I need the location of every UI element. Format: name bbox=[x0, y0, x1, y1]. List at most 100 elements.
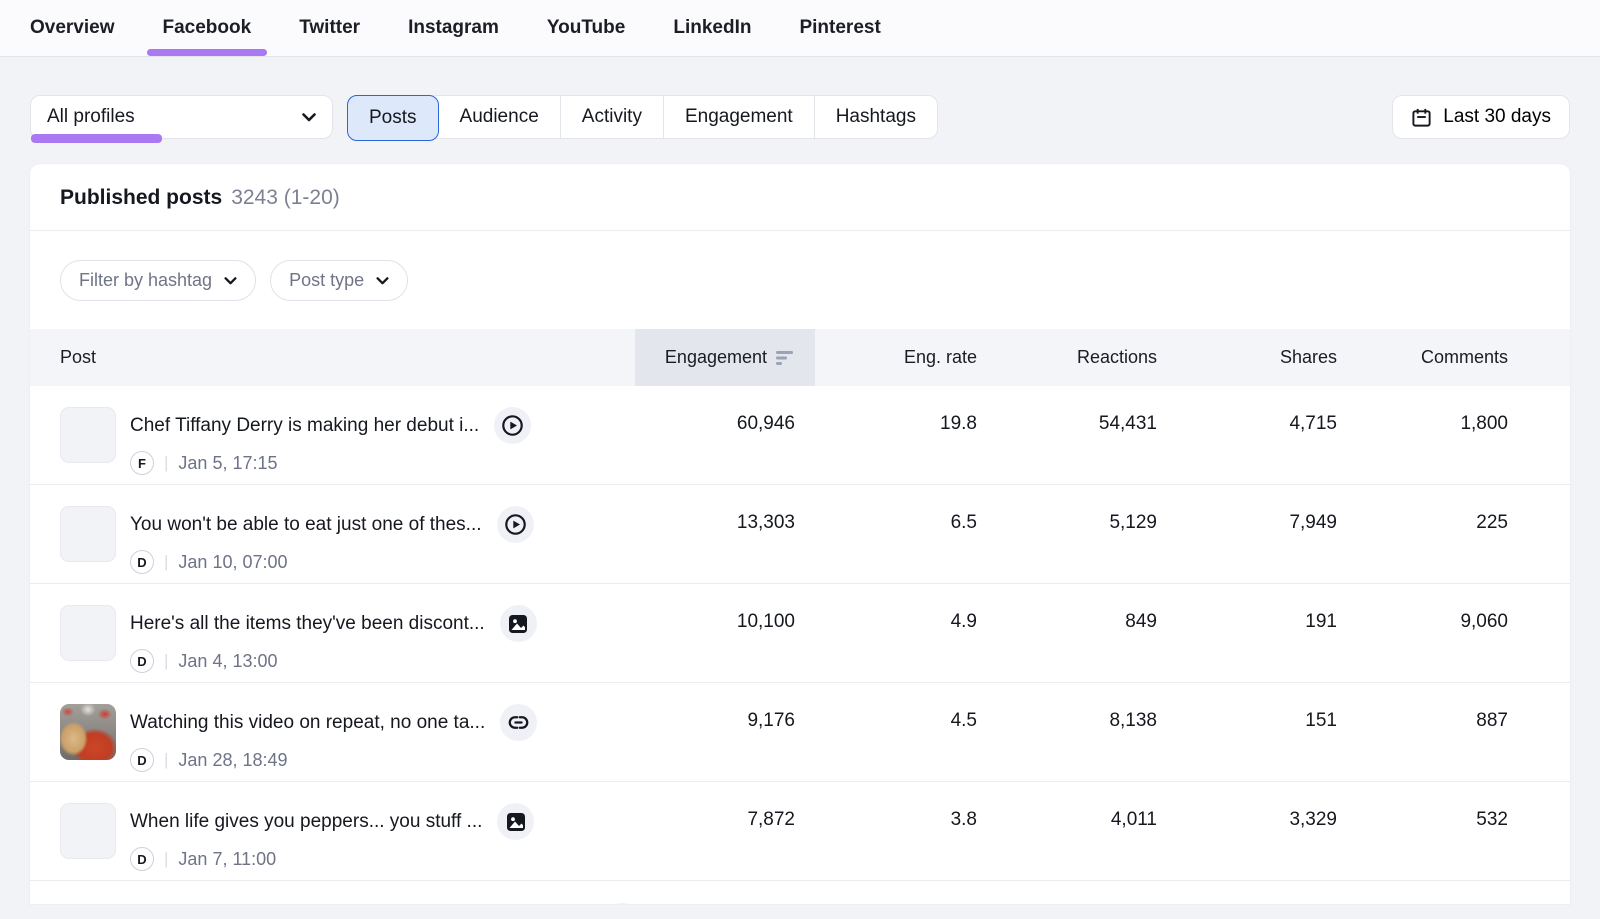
date-range-button[interactable]: Last 30 days bbox=[1392, 95, 1570, 139]
nav-tab-twitter[interactable]: Twitter bbox=[299, 0, 360, 56]
chevron-down-icon bbox=[376, 277, 389, 285]
post-thumbnail[interactable] bbox=[60, 407, 116, 463]
comments-value: 1,800 bbox=[1357, 386, 1570, 484]
sort-descending-icon bbox=[776, 351, 795, 365]
eng-rate-value: 3.8 bbox=[815, 782, 997, 880]
post-date: Jan 10, 07:00 bbox=[178, 552, 287, 573]
panel-title: Published posts bbox=[60, 186, 222, 210]
column-header-engagement[interactable]: Engagement bbox=[635, 329, 815, 386]
eng-rate-value: 19.8 bbox=[815, 386, 997, 484]
reactions-value: 54,431 bbox=[997, 386, 1177, 484]
profile-badge: D bbox=[130, 847, 154, 871]
filter-hashtag-label: Filter by hashtag bbox=[79, 270, 212, 291]
media-badge-partial bbox=[604, 903, 641, 904]
video-play-icon bbox=[494, 407, 531, 444]
engagement-value: 13,303 bbox=[635, 485, 815, 583]
shares-value: 7,949 bbox=[1177, 485, 1357, 583]
post-title-link[interactable]: Watching this video on repeat, no one ta… bbox=[130, 712, 485, 734]
link-post-icon bbox=[500, 704, 537, 741]
tab-audience[interactable]: Audience bbox=[439, 96, 561, 138]
image-post-icon bbox=[497, 803, 534, 840]
profile-badge: D bbox=[130, 550, 154, 574]
engagement-header-label: Engagement bbox=[665, 347, 767, 368]
table-header: Post Engagement Eng. rate Reactions Shar… bbox=[30, 329, 1570, 386]
image-post-icon bbox=[500, 605, 537, 642]
profile-badge: F bbox=[130, 451, 154, 475]
nav-tab-facebook[interactable]: Facebook bbox=[163, 0, 252, 56]
column-header-shares[interactable]: Shares bbox=[1177, 329, 1357, 386]
eng-rate-value: 6.5 bbox=[815, 485, 997, 583]
table-row[interactable]: When life gives you peppers... you stuff… bbox=[30, 782, 1570, 881]
table-row[interactable]: Watching this video on repeat, no one ta… bbox=[30, 683, 1570, 782]
post-thumbnail[interactable] bbox=[60, 506, 116, 562]
nav-tab-instagram[interactable]: Instagram bbox=[408, 0, 499, 56]
channel-nav: Overview Facebook Twitter Instagram YouT… bbox=[0, 0, 1600, 57]
panel-count: 3243 (1-20) bbox=[231, 186, 340, 210]
toolbar: All profiles Posts Audience Activity Eng… bbox=[30, 95, 1570, 139]
post-cell: Chef Tiffany Derry is making her debut i… bbox=[30, 386, 635, 484]
reactions-value: 5,129 bbox=[997, 485, 1177, 583]
reactions-value: 8,138 bbox=[997, 683, 1177, 781]
post-date: Jan 4, 13:00 bbox=[178, 651, 277, 672]
filter-by-hashtag-dropdown[interactable]: Filter by hashtag bbox=[60, 260, 256, 301]
comments-value: 9,060 bbox=[1357, 584, 1570, 682]
profile-badge: D bbox=[130, 748, 154, 772]
post-type-dropdown[interactable]: Post type bbox=[270, 260, 408, 301]
column-header-comments[interactable]: Comments bbox=[1357, 329, 1570, 386]
shares-value: 4,715 bbox=[1177, 386, 1357, 484]
comments-value: 225 bbox=[1357, 485, 1570, 583]
table-row[interactable]: You won't be able to eat just one of the… bbox=[30, 485, 1570, 584]
column-header-reactions[interactable]: Reactions bbox=[997, 329, 1177, 386]
column-header-post[interactable]: Post bbox=[30, 329, 635, 386]
table-row-partial bbox=[30, 881, 1570, 904]
post-thumbnail[interactable] bbox=[60, 605, 116, 661]
meta-separator: | bbox=[164, 453, 168, 473]
meta-separator: | bbox=[164, 552, 168, 572]
nav-tab-pinterest[interactable]: Pinterest bbox=[799, 0, 880, 56]
meta-separator: | bbox=[164, 750, 168, 770]
post-cell: Here's all the items they've been discon… bbox=[30, 584, 635, 682]
post-title-link[interactable]: Chef Tiffany Derry is making her debut i… bbox=[130, 415, 479, 437]
view-tabs: Posts Audience Activity Engagement Hasht… bbox=[347, 95, 938, 139]
panel-header: Published posts 3243 (1-20) bbox=[30, 164, 1570, 231]
engagement-value: 7,872 bbox=[635, 782, 815, 880]
post-cell: Watching this video on repeat, no one ta… bbox=[30, 683, 635, 781]
tab-engagement[interactable]: Engagement bbox=[664, 96, 815, 138]
post-thumbnail[interactable] bbox=[60, 704, 116, 760]
reactions-value: 849 bbox=[997, 584, 1177, 682]
post-date: Jan 5, 17:15 bbox=[178, 453, 277, 474]
post-title-link[interactable]: You won't be able to eat just one of the… bbox=[130, 514, 482, 536]
engagement-value: 60,946 bbox=[635, 386, 815, 484]
profile-accent-underline bbox=[31, 134, 162, 143]
column-header-eng-rate[interactable]: Eng. rate bbox=[815, 329, 997, 386]
tab-posts[interactable]: Posts bbox=[347, 95, 439, 141]
table-filters: Filter by hashtag Post type bbox=[30, 231, 1570, 329]
post-date: Jan 28, 18:49 bbox=[178, 750, 287, 771]
tab-activity[interactable]: Activity bbox=[561, 96, 664, 138]
comments-value: 887 bbox=[1357, 683, 1570, 781]
nav-tab-overview[interactable]: Overview bbox=[30, 0, 115, 56]
eng-rate-value: 4.5 bbox=[815, 683, 997, 781]
post-cell: When life gives you peppers... you stuff… bbox=[30, 782, 635, 880]
table-row[interactable]: Chef Tiffany Derry is making her debut i… bbox=[30, 386, 1570, 485]
post-title-link[interactable]: When life gives you peppers... you stuff… bbox=[130, 811, 482, 833]
published-posts-panel: Published posts 3243 (1-20) Filter by ha… bbox=[30, 164, 1570, 904]
chevron-down-icon bbox=[224, 277, 237, 285]
shares-value: 3,329 bbox=[1177, 782, 1357, 880]
post-thumbnail[interactable] bbox=[60, 803, 116, 859]
shares-value: 151 bbox=[1177, 683, 1357, 781]
meta-separator: | bbox=[164, 651, 168, 671]
reactions-value: 4,011 bbox=[997, 782, 1177, 880]
engagement-value: 9,176 bbox=[635, 683, 815, 781]
table-row[interactable]: Here's all the items they've been discon… bbox=[30, 584, 1570, 683]
tab-hashtags[interactable]: Hashtags bbox=[815, 96, 937, 138]
engagement-value: 10,100 bbox=[635, 584, 815, 682]
nav-tab-youtube[interactable]: YouTube bbox=[547, 0, 625, 56]
eng-rate-value: 4.9 bbox=[815, 584, 997, 682]
post-title-link[interactable]: Here's all the items they've been discon… bbox=[130, 613, 485, 635]
profile-select[interactable]: All profiles bbox=[30, 95, 333, 139]
calendar-icon bbox=[1411, 107, 1432, 128]
date-range-label: Last 30 days bbox=[1443, 106, 1551, 128]
video-play-icon bbox=[497, 506, 534, 543]
nav-tab-linkedin[interactable]: LinkedIn bbox=[673, 0, 751, 56]
